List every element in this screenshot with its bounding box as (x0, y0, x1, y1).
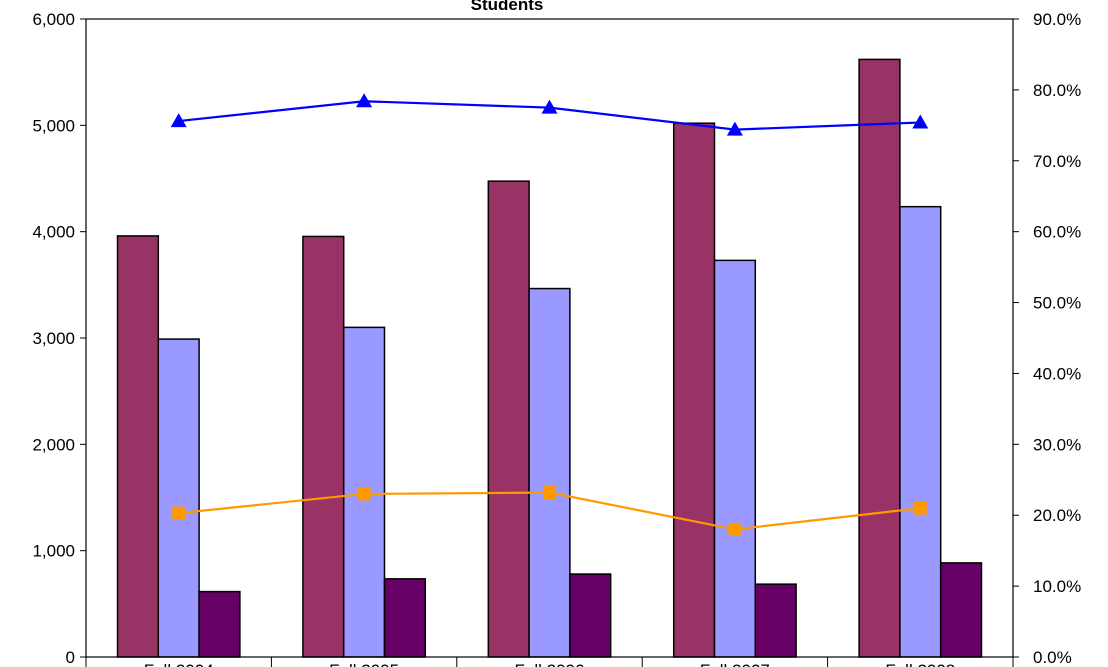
line-series (170, 93, 929, 536)
category-label: Fall 2006 (515, 661, 585, 667)
bar (899, 205, 942, 658)
category-label: Fall 2004 (144, 661, 214, 667)
square-marker (172, 506, 186, 520)
category-label: Fall 2007 (700, 661, 770, 667)
bar (672, 122, 716, 658)
category-label: Fall 2005 (329, 661, 399, 667)
category-labels: Fall 2004 Fall 2005 Fall 2006 Fall 2007 Fall… (144, 661, 956, 667)
bar (157, 338, 200, 658)
triangle-marker (912, 114, 929, 129)
left-tick-label: 5,000 (32, 116, 75, 135)
plot-area-border (85, 18, 1014, 658)
right-tick-label: 60.0% (1033, 223, 1081, 242)
right-axis-ticks: 0.0% 10.0% 20.0% 30.0% 40.0% 50.0% 60.0% 70.0% 8… (1013, 10, 1081, 667)
bar (569, 573, 612, 658)
right-tick-label: 80.0% (1033, 81, 1081, 100)
square-marker (357, 487, 371, 501)
left-tick-label: 4,000 (32, 223, 75, 242)
bar-series (116, 58, 983, 658)
triangle-marker (541, 99, 558, 114)
left-tick-label: 2,000 (32, 435, 75, 454)
bar (754, 583, 797, 658)
triangle-marker (170, 113, 187, 128)
triangle-marker (726, 121, 743, 136)
left-tick-label: 0 (66, 648, 75, 667)
square-marker (913, 501, 927, 515)
right-tick-label: 70.0% (1033, 152, 1081, 171)
bar (528, 287, 571, 658)
bar (713, 259, 757, 658)
category-label: Fall 2008 (885, 661, 955, 667)
bar (383, 578, 427, 658)
triangle-marker (356, 93, 373, 108)
chart-title: Students (471, 0, 544, 14)
bar (858, 58, 901, 658)
square-marker (543, 486, 556, 500)
bar (939, 562, 983, 658)
right-tick-label: 10.0% (1033, 577, 1081, 596)
axes (85, 18, 1014, 667)
left-tick-label: 3,000 (32, 329, 75, 348)
bar (302, 235, 345, 658)
right-tick-label: 50.0% (1033, 294, 1081, 313)
left-tick-label: 6,000 (32, 10, 75, 29)
right-tick-label: 40.0% (1033, 364, 1081, 383)
left-tick-label: 1,000 (32, 542, 75, 561)
bar (198, 590, 241, 658)
bar (487, 180, 530, 658)
right-tick-label: 30.0% (1033, 435, 1081, 454)
left-axis-ticks: 0 1,000 2,000 3,000 4,000 5,000 6,000 (32, 10, 86, 667)
bar (116, 235, 160, 658)
right-tick-label: 90.0% (1033, 10, 1081, 29)
square-marker (728, 522, 742, 536)
right-tick-label: 0.0% (1033, 648, 1072, 667)
right-tick-label: 20.0% (1033, 506, 1081, 525)
